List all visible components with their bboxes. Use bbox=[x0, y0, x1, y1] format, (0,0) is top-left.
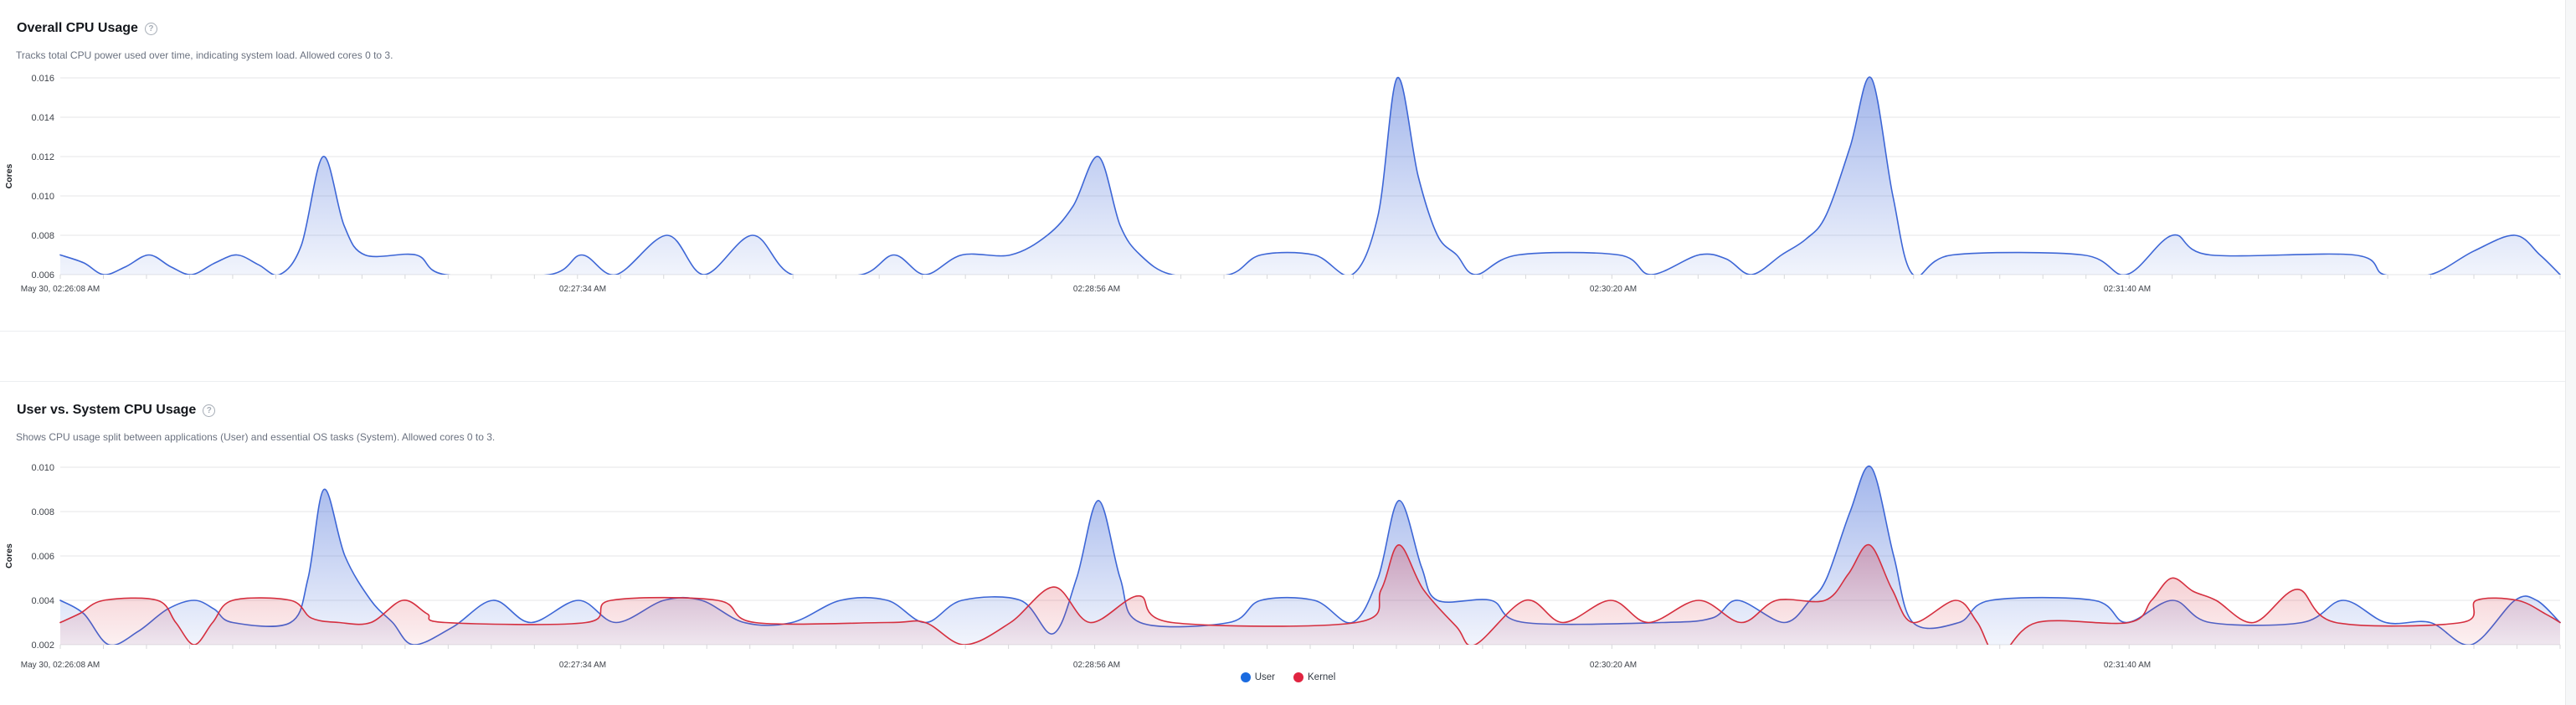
help-icon[interactable]: ? bbox=[203, 404, 216, 417]
x-tick-label: 02:28:56 AM bbox=[1073, 661, 1120, 670]
y-tick-label: 0.014 bbox=[31, 113, 54, 123]
user-vs-system-header: User vs. System CPU Usage ? bbox=[17, 402, 216, 419]
y-tick-label: 0.006 bbox=[31, 270, 54, 280]
x-tick-label: 02:27:34 AM bbox=[559, 661, 606, 670]
legend-label: Kernel bbox=[1308, 672, 1336, 682]
overall-cpu-chart[interactable]: 0.016 0.014 0.012 0.010 0.008 0.006 Cores May 3… bbox=[0, 67, 2576, 301]
legend-dot-kernel bbox=[1293, 672, 1304, 682]
legend-dot-user bbox=[1240, 672, 1251, 682]
y-tick-label: 0.016 bbox=[31, 74, 54, 84]
y-tick-label: 0.010 bbox=[31, 192, 54, 202]
x-tick-label: 02:28:56 AM bbox=[1073, 285, 1120, 294]
x-tick-label: 02:30:20 AM bbox=[1590, 285, 1637, 294]
series-line-kernel bbox=[59, 543, 2561, 645]
x-tick-label: 02:31:40 AM bbox=[2104, 285, 2151, 294]
plot-area bbox=[59, 76, 2561, 275]
series-line-user bbox=[59, 465, 2561, 645]
legend-label: User bbox=[1254, 672, 1276, 682]
overall-cpu-section: Overall CPU Usage ? Tracks total CPU pow… bbox=[0, 0, 2576, 332]
x-tick-label: 02:30:20 AM bbox=[1590, 661, 1637, 670]
y-tick-label: 0.002 bbox=[31, 641, 54, 651]
scrollbar[interactable] bbox=[2565, 0, 2576, 705]
y-axis-title: Cores bbox=[4, 163, 14, 188]
help-icon[interactable]: ? bbox=[144, 22, 157, 35]
chart-subtitle: Tracks total CPU power used over time, i… bbox=[16, 49, 393, 61]
legend-item-kernel[interactable]: Kernel bbox=[1293, 672, 1335, 682]
user-vs-system-cpu-section: User vs. System CPU Usage ? Shows CPU us… bbox=[0, 381, 2576, 705]
y-tick-label: 0.004 bbox=[31, 596, 54, 606]
plot-area bbox=[59, 465, 2561, 645]
area-fill-total-cpu bbox=[60, 77, 2560, 275]
x-tick-label: 02:31:40 AM bbox=[2104, 661, 2151, 670]
y-axis-title: Cores bbox=[4, 543, 14, 569]
area-fill-kernel bbox=[60, 544, 2560, 645]
x-tick-label: May 30, 02:26:08 AM bbox=[21, 661, 100, 670]
page-title: Overall CPU Usage bbox=[17, 21, 138, 35]
series-line-total-cpu bbox=[59, 76, 2561, 275]
y-tick-label: 0.008 bbox=[31, 231, 54, 241]
y-tick-label: 0.008 bbox=[31, 507, 54, 517]
overall-cpu-header: Overall CPU Usage ? bbox=[17, 20, 157, 37]
legend: User Kernel bbox=[0, 672, 2576, 682]
y-tick-label: 0.012 bbox=[31, 152, 54, 162]
y-tick-label: 0.010 bbox=[31, 463, 54, 473]
x-tick-label: May 30, 02:26:08 AM bbox=[21, 285, 100, 294]
page-title: User vs. System CPU Usage bbox=[17, 403, 197, 417]
chart-subtitle: Shows CPU usage split between applicatio… bbox=[16, 431, 496, 443]
x-tick-label: 02:27:34 AM bbox=[559, 285, 606, 294]
legend-item-user[interactable]: User bbox=[1240, 672, 1276, 682]
user-vs-system-cpu-chart[interactable]: 0.010 0.008 0.006 0.004 0.002 Cores May 30, 02… bbox=[0, 456, 2576, 674]
y-tick-label: 0.006 bbox=[31, 552, 54, 562]
